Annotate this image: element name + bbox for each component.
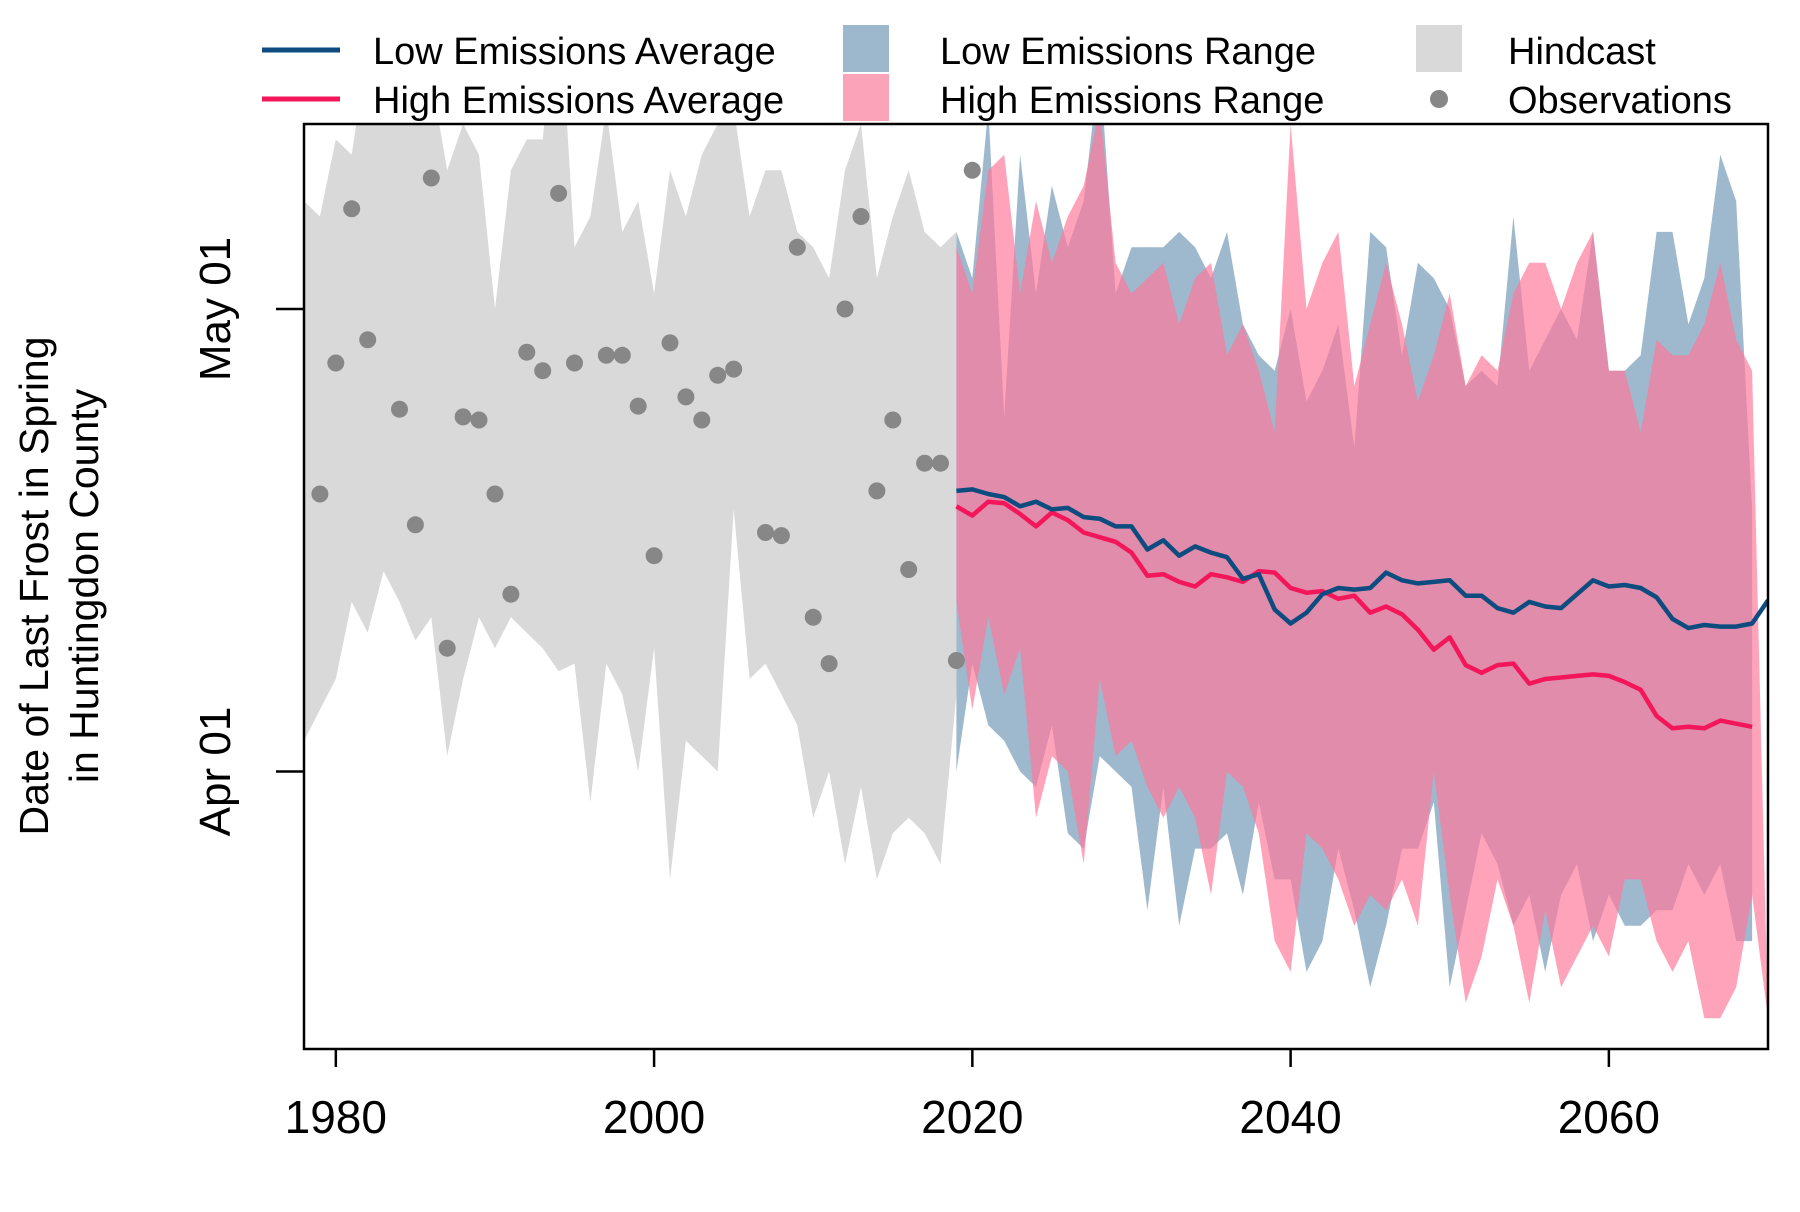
observation-point xyxy=(486,485,504,503)
x-axis: 1980 2000 2020 2040 2060 xyxy=(285,1049,1660,1143)
observation-point xyxy=(932,454,949,472)
observation-point xyxy=(391,400,408,418)
observation-point xyxy=(470,411,488,429)
observation-point xyxy=(868,482,886,500)
observation-point xyxy=(597,346,615,364)
observation-point xyxy=(359,331,377,349)
observation-point xyxy=(327,354,345,372)
high-emissions-range-band xyxy=(956,124,1768,1019)
observation-point xyxy=(947,652,965,669)
legend-label: Hindcast xyxy=(1508,31,1656,73)
observation-point xyxy=(343,200,361,218)
observation-point xyxy=(502,585,520,603)
observation-point xyxy=(311,485,329,503)
x-tick-label: 2060 xyxy=(1558,1091,1660,1143)
legend-label: High Emissions Average xyxy=(373,80,784,122)
observation-point xyxy=(836,300,854,318)
observation-point xyxy=(757,524,774,541)
observation-point xyxy=(534,362,552,380)
observation-point xyxy=(566,354,583,372)
legend-label: High Emissions Range xyxy=(940,80,1324,122)
hindcast-band-layer xyxy=(304,124,957,880)
observation-point xyxy=(709,366,727,384)
observation-point xyxy=(852,208,870,225)
legend-box-swatch xyxy=(843,25,889,72)
observation-point xyxy=(725,360,743,378)
y-tick-label: Apr 01 xyxy=(191,707,240,837)
observation-point xyxy=(645,547,663,565)
plot-frame xyxy=(302,122,1770,1051)
legend-point-swatch xyxy=(1430,90,1448,108)
observation-point xyxy=(406,516,424,534)
observation-point xyxy=(582,8,599,25)
observation-point xyxy=(677,388,695,406)
legend-label: Observations xyxy=(1508,80,1732,122)
observation-point xyxy=(454,408,472,426)
observation-point xyxy=(900,561,918,578)
x-tick-label: 2000 xyxy=(603,1091,705,1143)
observation-point xyxy=(916,454,934,472)
y-axis-title-line-1: Date of Last Frost in Spring xyxy=(11,336,57,835)
legend: Low Emissions Average High Emissions Aver… xyxy=(262,25,1732,122)
observation-point xyxy=(963,161,981,179)
y-axis: Apr 01 May 01 xyxy=(191,237,304,836)
observation-point xyxy=(438,639,456,657)
hindcast-band xyxy=(304,124,957,880)
legend-box-swatch xyxy=(1416,25,1462,72)
low-emissions-average-line xyxy=(956,487,1768,631)
observation-point xyxy=(550,184,568,202)
observation-points-layer xyxy=(311,8,981,673)
observation-point xyxy=(804,608,822,626)
observation-point xyxy=(518,343,536,361)
observation-point xyxy=(661,334,679,352)
observation-point xyxy=(884,411,902,429)
high-emissions-average-line xyxy=(955,499,1753,731)
observation-point xyxy=(820,655,838,673)
legend-label: Low Emissions Average xyxy=(373,31,776,73)
y-axis-title-line-2: in Huntingdon County xyxy=(61,388,107,783)
observation-point xyxy=(772,527,790,545)
plot-area xyxy=(304,8,1768,1019)
observation-point xyxy=(422,169,440,187)
observation-point xyxy=(613,346,631,364)
legend-label: Low Emissions Range xyxy=(940,31,1316,73)
observation-point xyxy=(693,411,711,429)
x-tick-label: 1980 xyxy=(285,1091,387,1143)
average-lines-layer xyxy=(955,487,1768,731)
legend-box-swatch xyxy=(843,74,889,121)
x-tick-label: 2040 xyxy=(1239,1091,1341,1143)
emissions-range-layer xyxy=(956,124,1768,1019)
y-tick-label: May 01 xyxy=(191,237,240,381)
observation-point xyxy=(629,397,647,415)
x-tick-label: 2020 xyxy=(921,1091,1023,1143)
observation-point xyxy=(788,238,806,256)
